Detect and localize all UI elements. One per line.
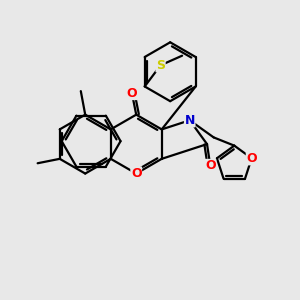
Text: N: N	[184, 114, 195, 127]
Text: O: O	[205, 160, 216, 172]
Text: O: O	[246, 152, 257, 165]
Text: O: O	[131, 167, 142, 180]
Text: S: S	[156, 59, 165, 72]
Text: O: O	[127, 86, 137, 100]
